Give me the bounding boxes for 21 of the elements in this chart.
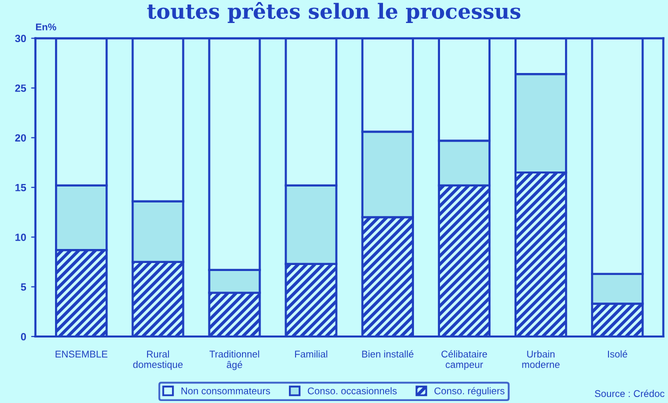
y-tick-label: 30 bbox=[15, 34, 26, 42]
source-note: Source : Crédoc bbox=[594, 390, 664, 398]
legend-label: Conso. occasionnels bbox=[308, 387, 397, 394]
x-tick-label: Bien installé bbox=[362, 350, 414, 358]
x-tick-label: Célibataire campeur bbox=[441, 350, 488, 370]
x-tick-label: Traditionnel âgé bbox=[210, 350, 260, 370]
y-tick-label: 25 bbox=[15, 84, 26, 92]
y-axis-title: En% bbox=[36, 24, 56, 30]
x-tick-label: Isolé bbox=[608, 350, 628, 358]
y-tick-label: 10 bbox=[15, 234, 26, 241]
y-tick-label: 20 bbox=[15, 134, 26, 142]
chart-title: toutes prêtes selon le processus bbox=[147, 2, 520, 24]
y-tick-label: 0 bbox=[20, 333, 26, 340]
y-tick-label: 5 bbox=[20, 283, 26, 291]
x-tick-label: Urbain moderne bbox=[522, 350, 560, 368]
legend-label: Conso. réguliers bbox=[434, 387, 504, 396]
x-tick-label: Familial bbox=[295, 350, 328, 358]
legend-label: Non consommateurs bbox=[182, 388, 270, 394]
x-tick-label: ENSEMBLE bbox=[56, 350, 108, 358]
y-tick-label: 15 bbox=[15, 184, 26, 192]
x-tick-label: Rural domestique bbox=[133, 350, 183, 370]
